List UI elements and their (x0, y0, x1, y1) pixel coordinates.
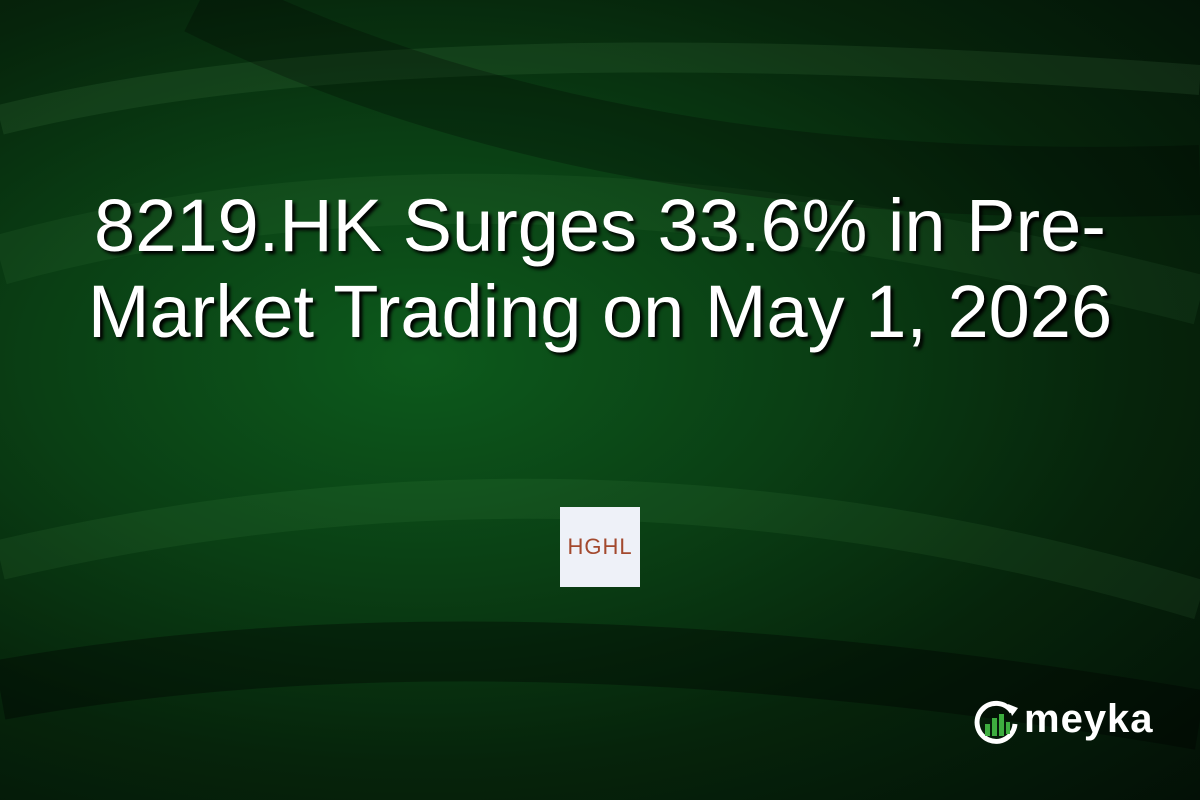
company-logo-text: HGHL (567, 534, 633, 559)
headline: 8219.HK Surges 33.6% in Pre-Market Tradi… (87, 184, 1113, 353)
brand-name: meyka (1024, 696, 1154, 741)
growth-chart-cycle-icon (974, 700, 1018, 744)
meyka-logo[interactable]: meyka (972, 696, 1154, 746)
company-logo: HGHL (560, 507, 640, 587)
